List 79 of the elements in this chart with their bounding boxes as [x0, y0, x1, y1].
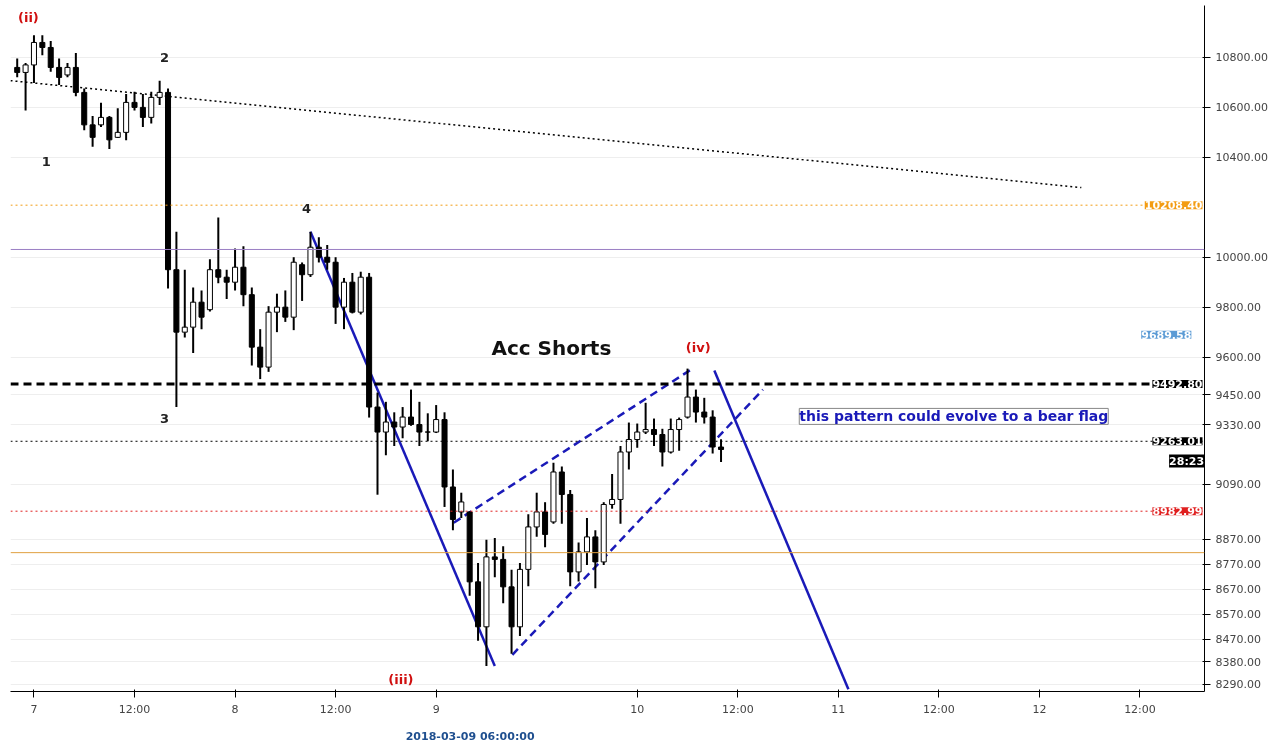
annotation: this pattern could evolve to a bear flag [799, 408, 1109, 425]
candlestick [433, 404, 440, 435]
annotation: 1 [41, 153, 51, 169]
x-tick-label: 12:00 [923, 702, 955, 716]
annotation: (iv) [685, 340, 711, 356]
candlestick [257, 328, 264, 381]
candlestick [583, 516, 590, 566]
candlestick [22, 61, 29, 112]
candlestick [215, 216, 222, 285]
text: 2018-03-09 06:00:00 [405, 729, 535, 743]
annotation: (iii) [388, 671, 414, 687]
y-tick-label: 8670.00 [1215, 583, 1261, 597]
candlestick [223, 268, 230, 300]
x-tick-label: 12 [1032, 702, 1047, 716]
candlestick [273, 292, 280, 334]
y-tick-label: 9090.00 [1215, 478, 1261, 492]
candlestick [458, 491, 465, 519]
candlestick [542, 501, 549, 549]
y-tick-label: 8470.00 [1215, 633, 1261, 647]
x-tick-label: 12:00 [721, 702, 754, 716]
ref-line-label: 9263.01 [1152, 435, 1203, 449]
candlestick [315, 236, 322, 264]
candlestick [106, 114, 113, 151]
candlestick [692, 388, 699, 424]
x-tick-label: 10 [630, 702, 645, 716]
candlestick [609, 472, 616, 510]
candlestick [97, 101, 105, 129]
annotation: 28:23 [1169, 454, 1205, 468]
candlestick [139, 92, 146, 129]
candlestick [282, 289, 289, 323]
candlestick [114, 107, 121, 140]
x-tick-label: 12:00 [1124, 702, 1156, 716]
candlestick [299, 261, 306, 302]
y-tick-label: 9600.00 [1215, 351, 1261, 365]
y-tick-label: 8380.00 [1215, 655, 1261, 669]
candlestick [491, 536, 498, 579]
ref-line-label: 10208.40 [1144, 199, 1203, 213]
candlestick [232, 247, 239, 292]
y-tick-label: 8870.00 [1215, 533, 1261, 547]
x-tick-label: 12:00 [319, 702, 352, 716]
y-tick-label: 8570.00 [1215, 608, 1261, 622]
y-tick-label: 9450.00 [1215, 388, 1261, 402]
y-tick-label: 10800.00 [1215, 51, 1268, 65]
y-tick-label: 9800.00 [1215, 301, 1261, 315]
candlestick [399, 406, 406, 440]
x-tick-label: 11 [831, 702, 846, 716]
candlestick [198, 289, 205, 331]
candlestick [148, 90, 155, 125]
candlestick [181, 268, 188, 339]
candlestick [131, 90, 138, 112]
candlestick [47, 39, 54, 73]
candlestick [39, 34, 46, 57]
annotation: 4 [302, 201, 312, 217]
ref-line-label: 9492.80 [1152, 377, 1203, 391]
annotation: (ii) [18, 10, 39, 26]
candlestick [558, 465, 565, 525]
candlestick [408, 388, 415, 427]
x-tick-label: 8 [231, 702, 239, 716]
candlestick [89, 114, 96, 148]
y-tick-label: 10400.00 [1215, 151, 1268, 165]
x-tick-label: 9 [432, 702, 440, 716]
annotation: Acc Shorts [491, 335, 612, 360]
candlestick [642, 401, 649, 436]
annotation: 2 [160, 50, 170, 66]
ref-line-label: 8982.99 [1152, 505, 1203, 519]
candlestick [14, 57, 21, 79]
y-tick-label: 10000.00 [1215, 251, 1268, 265]
y-tick-label: 10600.00 [1215, 101, 1268, 115]
x-tick-label: 7 [30, 702, 38, 716]
y-tick-label: 8770.00 [1215, 558, 1261, 572]
candlestick [533, 491, 540, 538]
candlestick [324, 243, 331, 271]
x-tick-label: 12:00 [118, 702, 151, 716]
annotation: 9689.58 [1141, 328, 1192, 342]
y-tick-label: 9330.00 [1215, 418, 1261, 432]
y-tick-label: 8290.00 [1215, 678, 1261, 692]
annotation: 3 [160, 410, 170, 426]
candlestick [575, 541, 582, 583]
candlestick [701, 396, 708, 425]
